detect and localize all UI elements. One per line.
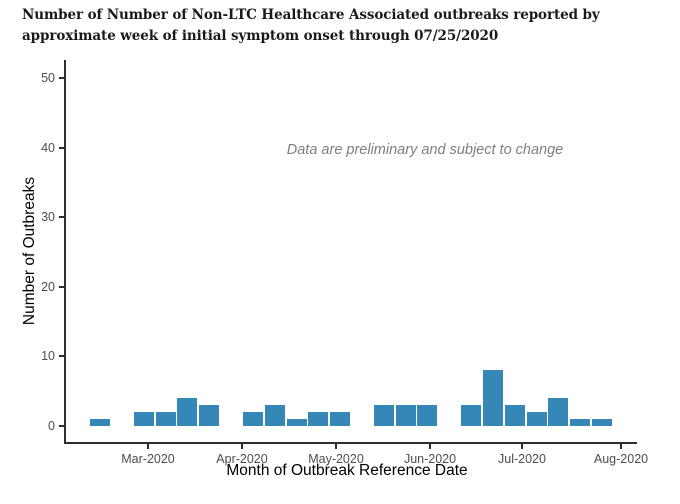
y-tick-label: 40 bbox=[41, 140, 55, 155]
y-tick-label: 10 bbox=[41, 349, 55, 364]
bar bbox=[330, 412, 351, 426]
y-axis-title: Number of Outbreaks bbox=[21, 176, 38, 326]
x-tick-label: Jun-2020 bbox=[403, 452, 457, 466]
bar bbox=[199, 405, 220, 426]
bar bbox=[417, 405, 438, 426]
bar bbox=[90, 419, 110, 426]
bar bbox=[570, 419, 591, 426]
x-tick-mark bbox=[335, 444, 337, 449]
x-tick-label: May-2020 bbox=[308, 452, 364, 466]
x-axis-line bbox=[64, 442, 637, 444]
bar bbox=[177, 398, 198, 426]
x-tick-label: Mar-2020 bbox=[121, 452, 175, 466]
bar bbox=[395, 405, 416, 426]
bar bbox=[526, 412, 547, 426]
y-tick-mark bbox=[59, 146, 64, 149]
bar bbox=[504, 405, 525, 426]
bar bbox=[373, 405, 394, 426]
bar bbox=[482, 370, 503, 426]
bar bbox=[155, 412, 176, 426]
y-tick-mark bbox=[59, 285, 64, 288]
plot-panel: 0 10 20 30 40 50 Mar-2020 Apr-2020 May-2020 Jun-2… bbox=[41, 60, 648, 466]
bar bbox=[592, 419, 613, 426]
x-tick-label: Jul-2020 bbox=[498, 452, 546, 466]
y-tick-label: 50 bbox=[41, 71, 55, 85]
x-tick-mark bbox=[429, 444, 431, 449]
bar bbox=[308, 412, 329, 426]
chart-title: Number of Number of Non-LTC Healthcare A… bbox=[22, 7, 600, 44]
x-tick-label: Apr-2020 bbox=[216, 452, 268, 466]
y-tick-mark bbox=[59, 355, 64, 358]
annotation-text: Data are preliminary and subject to chan… bbox=[286, 142, 564, 158]
bar bbox=[133, 412, 154, 426]
y-tick-mark bbox=[59, 425, 64, 427]
bar bbox=[461, 405, 482, 426]
x-tick-mark bbox=[521, 444, 523, 449]
bar bbox=[286, 419, 307, 426]
plot-device: Number of Number of Non-LTC Healthcare A… bbox=[21, 7, 648, 479]
bar bbox=[242, 412, 263, 426]
y-tick-label: 30 bbox=[41, 210, 55, 225]
bar bbox=[548, 398, 569, 426]
x-tick-mark bbox=[620, 444, 622, 449]
x-tick-label: Aug-2020 bbox=[593, 452, 648, 466]
x-axis-title: Month of Outbreak Reference Date bbox=[226, 462, 468, 479]
y-tick-label: 20 bbox=[41, 279, 55, 294]
y-tick-mark bbox=[59, 77, 64, 79]
y-axis-line bbox=[64, 60, 66, 444]
y-tick-label: 0 bbox=[48, 419, 55, 433]
x-tick-mark bbox=[241, 444, 243, 449]
x-tick-mark bbox=[147, 444, 149, 449]
y-tick-mark bbox=[59, 216, 64, 219]
bar bbox=[264, 405, 285, 426]
